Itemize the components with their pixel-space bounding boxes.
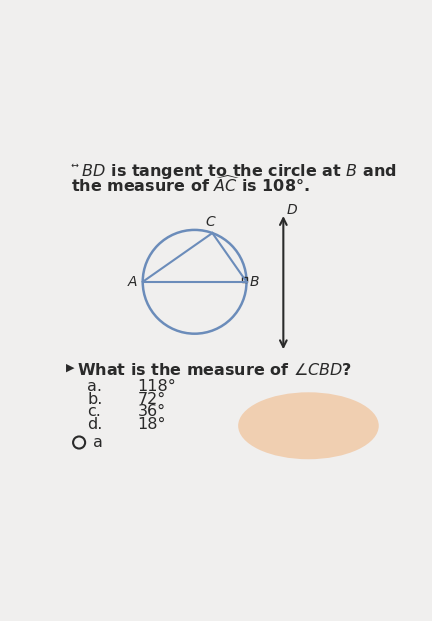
Text: 36°: 36°: [138, 404, 166, 419]
Text: a.: a.: [87, 379, 102, 394]
Text: d.: d.: [87, 417, 103, 432]
Text: b.: b.: [87, 392, 103, 407]
Text: 118°: 118°: [138, 379, 176, 394]
Text: a: a: [92, 435, 102, 450]
Text: 72°: 72°: [138, 392, 166, 407]
Text: $D$: $D$: [286, 202, 298, 217]
Text: the measure of $\widehat{AC}$ is 108°.: the measure of $\widehat{AC}$ is 108°.: [71, 174, 309, 194]
Text: What is the measure of $\angle CBD$?: What is the measure of $\angle CBD$?: [77, 362, 353, 378]
Text: $C$: $C$: [205, 215, 217, 229]
Text: 18°: 18°: [138, 417, 166, 432]
Text: c.: c.: [87, 404, 102, 419]
Ellipse shape: [238, 392, 379, 460]
Text: $\overleftrightarrow{BD}$ is tangent to the circle at $B$ and: $\overleftrightarrow{BD}$ is tangent to …: [71, 161, 397, 181]
Text: $A$: $A$: [127, 275, 138, 289]
Text: $B$: $B$: [249, 275, 259, 289]
Text: ▶: ▶: [66, 362, 74, 372]
